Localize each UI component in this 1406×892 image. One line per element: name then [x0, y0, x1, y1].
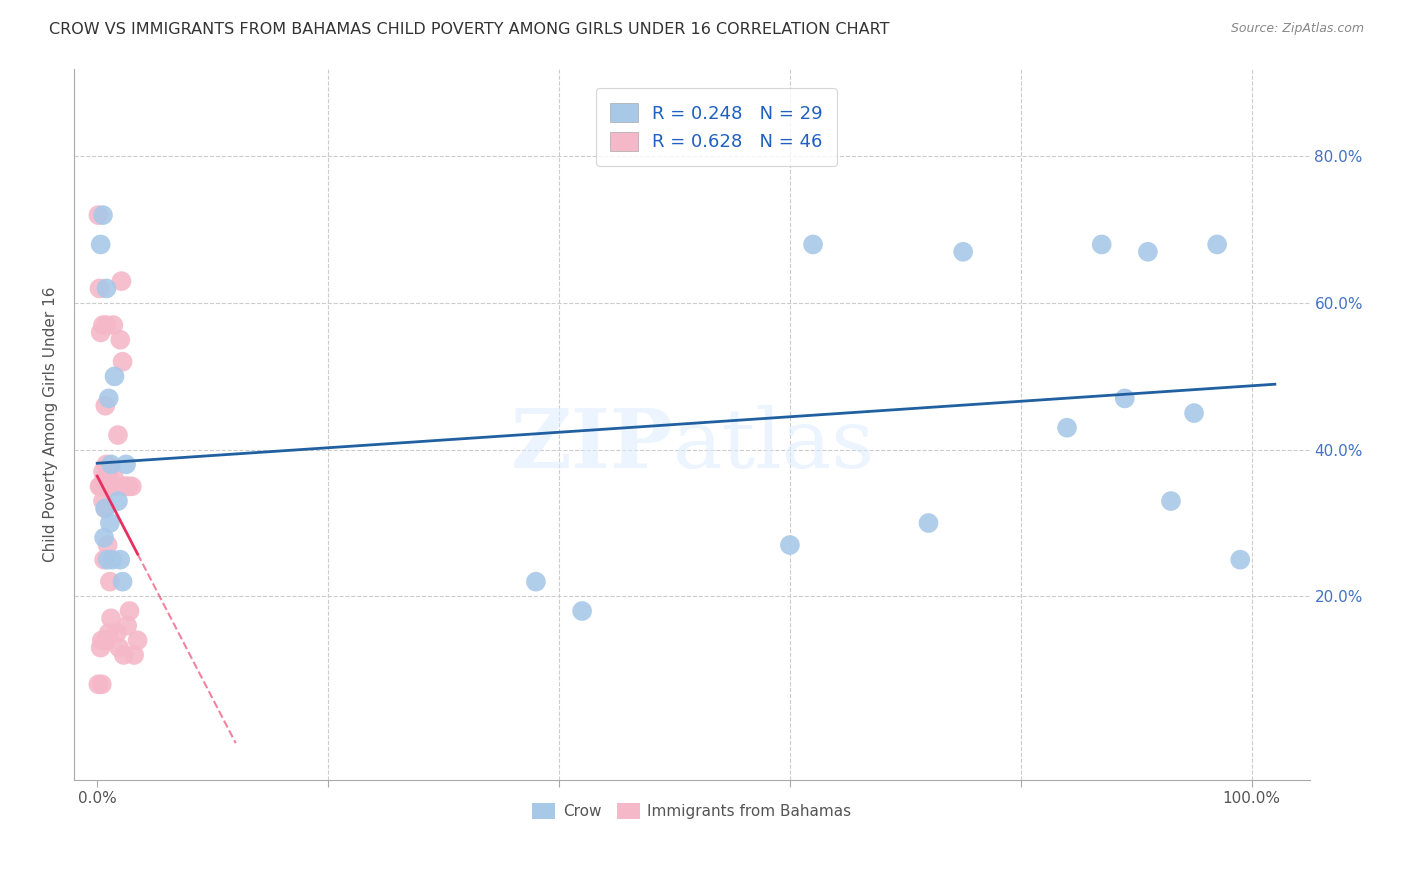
- Point: [96, 633, 118, 648]
- Point: [93, 552, 115, 566]
- Point: [801, 237, 824, 252]
- Point: [917, 516, 939, 530]
- Y-axis label: Child Poverty Among Girls Under 16: Child Poverty Among Girls Under 16: [44, 286, 58, 562]
- Point: [1229, 552, 1251, 566]
- Point: [90, 640, 112, 655]
- Point: [90, 326, 112, 340]
- Point: [779, 538, 801, 552]
- Point: [97, 538, 120, 552]
- Point: [127, 633, 149, 648]
- Point: [115, 479, 138, 493]
- Point: [107, 428, 129, 442]
- Point: [87, 677, 110, 691]
- Point: [107, 494, 129, 508]
- Point: [103, 472, 125, 486]
- Text: CROW VS IMMIGRANTS FROM BAHAMAS CHILD POVERTY AMONG GIRLS UNDER 16 CORRELATION C: CROW VS IMMIGRANTS FROM BAHAMAS CHILD PO…: [49, 22, 890, 37]
- Point: [93, 472, 115, 486]
- Point: [1136, 244, 1159, 259]
- Point: [101, 479, 124, 493]
- Point: [91, 208, 114, 222]
- Legend: Crow, Immigrants from Bahamas: Crow, Immigrants from Bahamas: [526, 797, 858, 825]
- Point: [90, 479, 112, 493]
- Point: [111, 574, 134, 589]
- Point: [110, 333, 132, 347]
- Point: [100, 611, 122, 625]
- Point: [93, 531, 115, 545]
- Text: ZIP: ZIP: [510, 405, 673, 485]
- Point: [97, 465, 120, 479]
- Text: atlas: atlas: [673, 405, 876, 485]
- Point: [97, 626, 120, 640]
- Point: [89, 479, 111, 493]
- Point: [952, 244, 974, 259]
- Point: [524, 574, 547, 589]
- Point: [117, 479, 139, 493]
- Point: [108, 640, 131, 655]
- Text: Source: ZipAtlas.com: Source: ZipAtlas.com: [1230, 22, 1364, 36]
- Point: [90, 237, 112, 252]
- Point: [97, 552, 120, 566]
- Point: [90, 677, 112, 691]
- Point: [115, 618, 138, 632]
- Point: [115, 458, 138, 472]
- Point: [1206, 237, 1229, 252]
- Point: [91, 465, 114, 479]
- Point: [103, 318, 125, 332]
- Point: [98, 516, 121, 530]
- Point: [97, 479, 120, 493]
- Point: [100, 458, 122, 472]
- Point: [91, 494, 114, 508]
- Point: [571, 604, 593, 618]
- Point: [112, 648, 135, 662]
- Point: [122, 648, 145, 662]
- Point: [98, 574, 121, 589]
- Point: [90, 633, 112, 648]
- Point: [94, 399, 117, 413]
- Point: [118, 604, 141, 618]
- Point: [89, 281, 111, 295]
- Point: [1091, 237, 1114, 252]
- Point: [110, 552, 132, 566]
- Point: [94, 501, 117, 516]
- Point: [96, 458, 118, 472]
- Point: [110, 274, 132, 288]
- Point: [91, 318, 114, 332]
- Point: [1160, 494, 1182, 508]
- Point: [1056, 421, 1078, 435]
- Point: [97, 479, 120, 493]
- Point: [101, 552, 124, 566]
- Point: [94, 633, 117, 648]
- Point: [114, 479, 136, 493]
- Point: [121, 479, 143, 493]
- Point: [96, 318, 118, 332]
- Point: [87, 208, 110, 222]
- Point: [105, 626, 128, 640]
- Point: [97, 392, 120, 406]
- Point: [111, 355, 134, 369]
- Point: [94, 501, 117, 516]
- Point: [1114, 392, 1136, 406]
- Point: [1182, 406, 1205, 420]
- Point: [104, 479, 127, 493]
- Point: [96, 281, 118, 295]
- Point: [103, 369, 125, 384]
